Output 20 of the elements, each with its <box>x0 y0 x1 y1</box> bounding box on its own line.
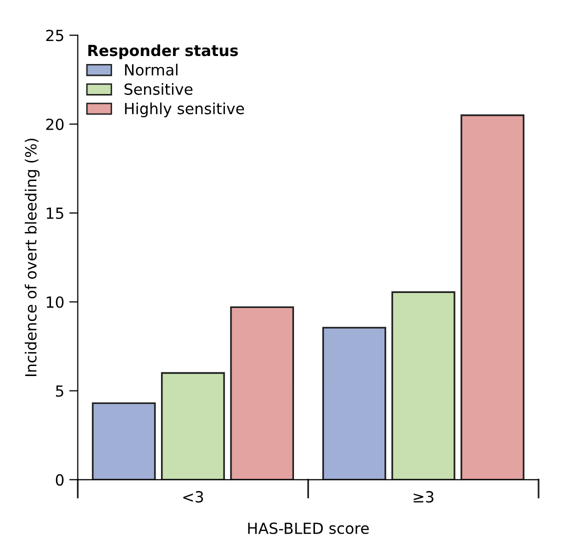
bar <box>460 114 524 480</box>
y-tick-label: 5 <box>56 385 64 397</box>
bar <box>391 291 456 480</box>
y-tick-label: 0 <box>56 474 64 486</box>
legend-label: Normal <box>125 64 178 76</box>
x-tick-label: ≥3 <box>414 491 434 503</box>
y-tick-label: 10 <box>46 296 64 308</box>
bar <box>92 402 156 480</box>
bar <box>230 306 294 480</box>
y-axis-title: Incidence of overt bleeding (%) <box>24 138 40 376</box>
x-tick-label: <3 <box>183 491 203 503</box>
y-tick-label: 15 <box>46 208 64 220</box>
legend-label: Highly sensitive <box>125 102 244 118</box>
x-axis-title: HAS-BLED score <box>248 522 369 534</box>
bar <box>322 326 386 480</box>
y-tick-label: 25 <box>46 30 64 42</box>
bar <box>161 372 225 480</box>
legend-label: Sensitive <box>124 83 192 95</box>
y-tick-label: 20 <box>46 118 64 130</box>
legend-title: Responder status <box>88 44 238 60</box>
